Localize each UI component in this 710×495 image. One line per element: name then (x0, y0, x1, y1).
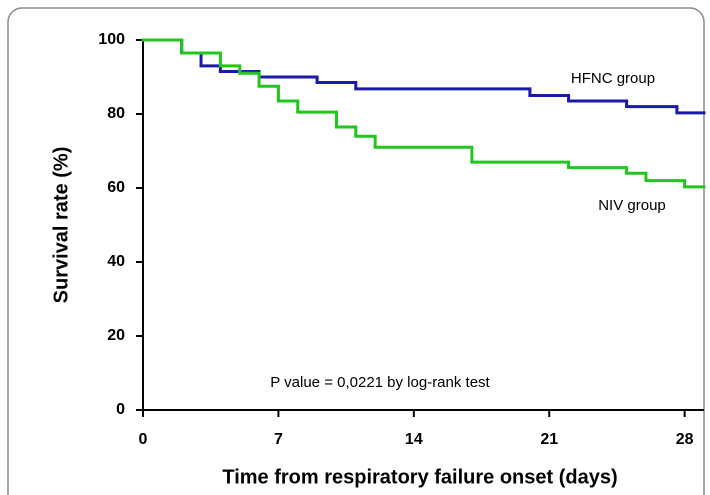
y-axis-title: Survival rate (%) (50, 147, 72, 304)
x-tick-label: 7 (274, 431, 283, 448)
y-tick-label: 0 (116, 401, 125, 418)
annotation: P value = 0,0221 by log-rank test (270, 374, 490, 391)
annotation: HFNC group (571, 70, 655, 87)
x-axis-title: Time from respiratory failure onset (day… (222, 466, 617, 488)
y-tick-label: 60 (107, 179, 125, 196)
y-tick-label: 100 (98, 31, 125, 48)
y-tick-label: 80 (107, 105, 125, 122)
x-tick-label: 0 (139, 431, 148, 448)
y-tick-label: 40 (107, 253, 125, 270)
frame (7, 7, 705, 495)
x-tick-label: 28 (676, 431, 694, 448)
y-tick-label: 20 (107, 327, 125, 344)
x-tick-label: 21 (540, 431, 558, 448)
x-tick-label: 14 (405, 431, 423, 448)
annotation: NIV group (598, 197, 666, 214)
